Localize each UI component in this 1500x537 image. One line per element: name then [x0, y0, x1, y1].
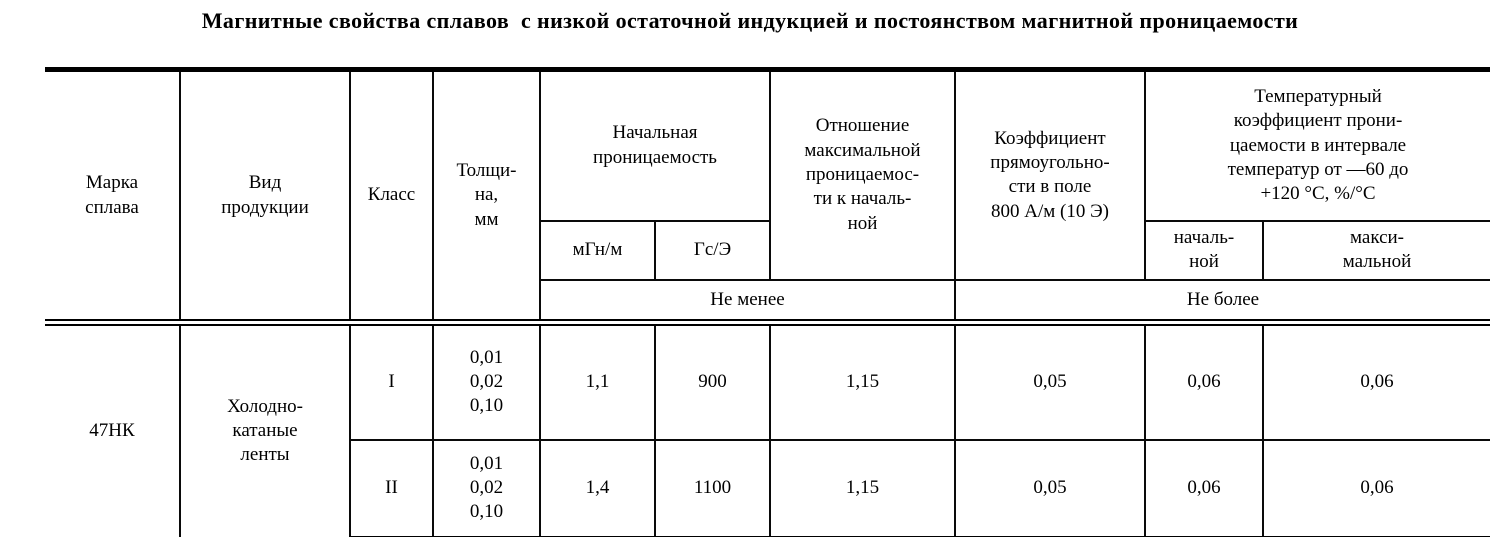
cell-ratio-1: 1,15 — [769, 321, 956, 441]
header-cell-alloy-grade: Марка сплава — [45, 67, 181, 326]
limit-cell-not-less: Не менее — [539, 278, 956, 326]
page-title: Магнитные свойства сплавов с низкой оста… — [201, 8, 1299, 33]
cell-alloy-grade: 47НК — [45, 321, 181, 537]
cell-tc-initial-2: 0,06 — [1144, 438, 1264, 537]
cell-gs-e-2: 1100 — [654, 438, 771, 537]
cell-tc-maximal-2: 0,06 — [1261, 438, 1491, 537]
cell-mgn-m-2: 1,4 — [539, 438, 656, 537]
header-cell-thickness: Толщи- на, мм — [432, 67, 541, 326]
cell-ratio-2: 1,15 — [769, 438, 956, 537]
header-cell-squareness-coefficient: Коэффициент прямоугольно- сти в поле 800… — [954, 67, 1146, 281]
subheader-cell-initial: началь- ной — [1144, 219, 1264, 281]
subheader-cell-maximal: макси- мальной — [1261, 219, 1491, 281]
cell-tc-initial-1: 0,06 — [1144, 321, 1264, 441]
cell-gs-e-1: 900 — [654, 321, 771, 441]
cell-thickness-1: 0,01 0,02 0,10 — [432, 321, 541, 441]
limit-cell-not-more: Не более — [953, 278, 1491, 326]
cell-squareness-2: 0,05 — [954, 438, 1146, 537]
cell-tc-maximal-1: 0,06 — [1261, 321, 1491, 441]
cell-mgn-m-1: 1,1 — [539, 321, 656, 441]
subheader-cell-mgn-m: мГн/м — [539, 219, 656, 281]
header-cell-temperature-coefficient: Температурный коэффициент прони- цаемост… — [1143, 67, 1491, 222]
header-cell-product-type: Вид продукции — [179, 67, 351, 326]
cell-product-type: Холодно- катаные ленты — [179, 321, 351, 537]
cell-squareness-1: 0,05 — [954, 321, 1146, 441]
cell-thickness-2: 0,01 0,02 0,10 — [432, 438, 541, 537]
header-cell-permeability-ratio: Отношение максимальной проницаемос- ти к… — [769, 67, 956, 281]
cell-class-1: I — [349, 321, 434, 441]
header-cell-class: Класс — [349, 67, 434, 326]
magnetic-properties-table: Марка сплава Вид продукции Класс Толщи- … — [45, 67, 1491, 537]
header-cell-initial-permeability: Начальная проницаемость — [539, 67, 771, 222]
subheader-cell-gs-e: Гс/Э — [654, 219, 771, 281]
cell-class-2: II — [349, 438, 434, 537]
